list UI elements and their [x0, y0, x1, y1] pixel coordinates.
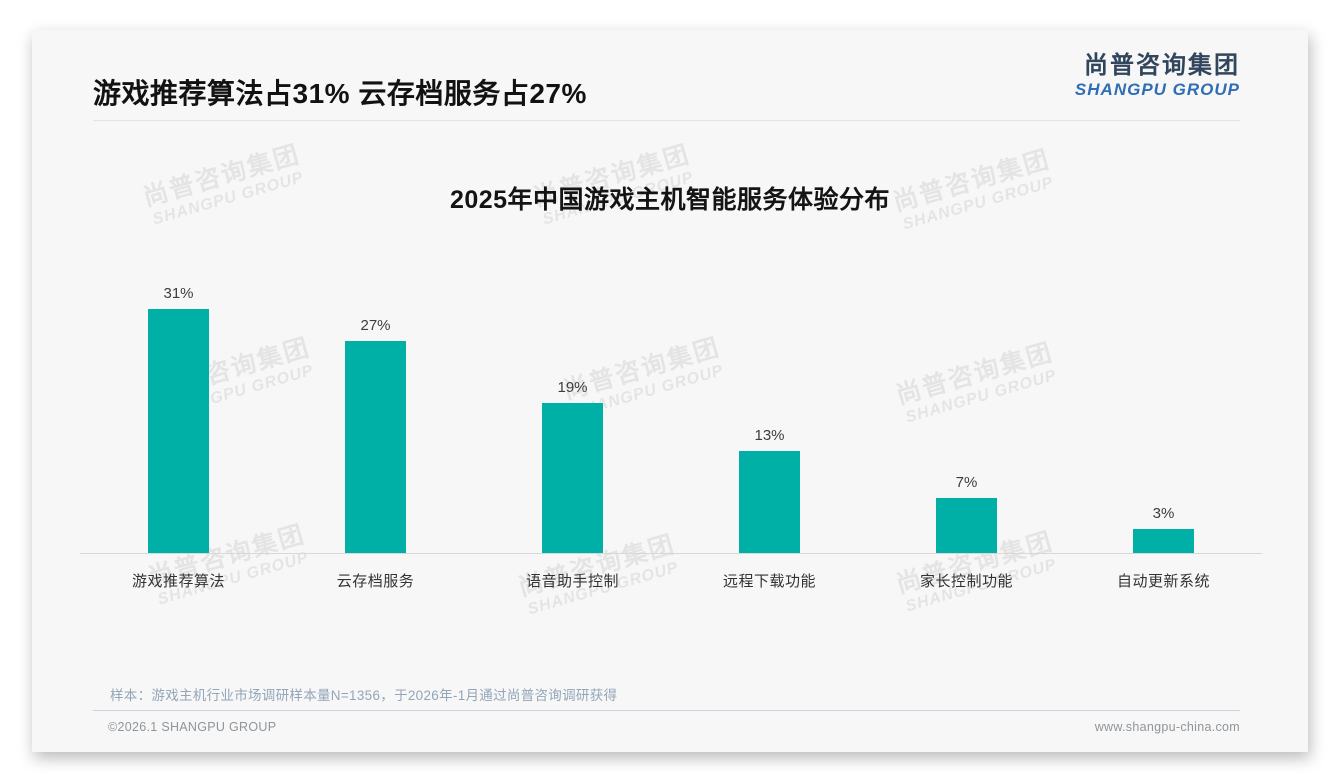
bar-column: 19% — [474, 268, 671, 553]
bar-chart: 31% 27% 19% 13% 7% 3% — [80, 268, 1262, 553]
bar-column: 27% — [277, 268, 474, 553]
x-axis-label: 游戏推荐算法 — [131, 573, 225, 590]
footer-website: www.shangpu-china.com — [1094, 720, 1240, 734]
bar-value-label: 7% — [955, 474, 978, 491]
bar — [936, 498, 997, 553]
company-logo-en: SHANGPU GROUP — [1074, 79, 1240, 99]
bar — [148, 309, 209, 553]
bar — [345, 341, 406, 553]
x-axis-label: 语音助手控制 — [525, 573, 619, 590]
bar — [739, 451, 800, 553]
x-axis-line — [80, 553, 1262, 554]
x-axis-label: 云存档服务 — [336, 573, 415, 590]
x-axis-label: 远程下载功能 — [722, 573, 816, 590]
company-logo: 尚普咨询集团 SHANGPU GROUP — [1075, 52, 1240, 99]
bar — [542, 403, 603, 553]
bar-column: 31% — [80, 268, 277, 553]
x-axis-labels: 游戏推荐算法 云存档服务 语音助手控制 远程下载功能 家长控制功能 自动更新系统 — [80, 570, 1262, 591]
sample-footnote: 样本：游戏主机行业市场调研样本量N=1356，于2026年-1月通过尚普咨询调研… — [110, 688, 618, 703]
bar-value-label: 19% — [557, 379, 588, 396]
chart-title: 2025年中国游戏主机智能服务体验分布 — [449, 186, 891, 214]
report-slide: 游戏推荐算法占31% 云存档服务占27% 尚普咨询集团 SHANGPU GROU… — [32, 30, 1308, 752]
x-axis-label: 自动更新系统 — [1116, 573, 1210, 590]
page-title: 游戏推荐算法占31% 云存档服务占27% — [93, 78, 587, 109]
bar-column: 3% — [1065, 268, 1262, 553]
bar-value-label: 31% — [163, 285, 194, 302]
bar-value-label: 3% — [1152, 505, 1175, 522]
bar-value-label: 13% — [754, 427, 785, 444]
bar-value-label: 27% — [360, 317, 391, 334]
footer-divider — [93, 710, 1240, 711]
bar-column: 7% — [868, 268, 1065, 553]
header-divider — [93, 120, 1240, 121]
footer-copyright: ©2026.1 SHANGPU GROUP — [108, 720, 277, 734]
x-axis-label: 家长控制功能 — [919, 573, 1013, 590]
bar — [1133, 529, 1194, 553]
bar-column: 13% — [671, 268, 868, 553]
company-logo-cn: 尚普咨询集团 — [1084, 52, 1240, 79]
